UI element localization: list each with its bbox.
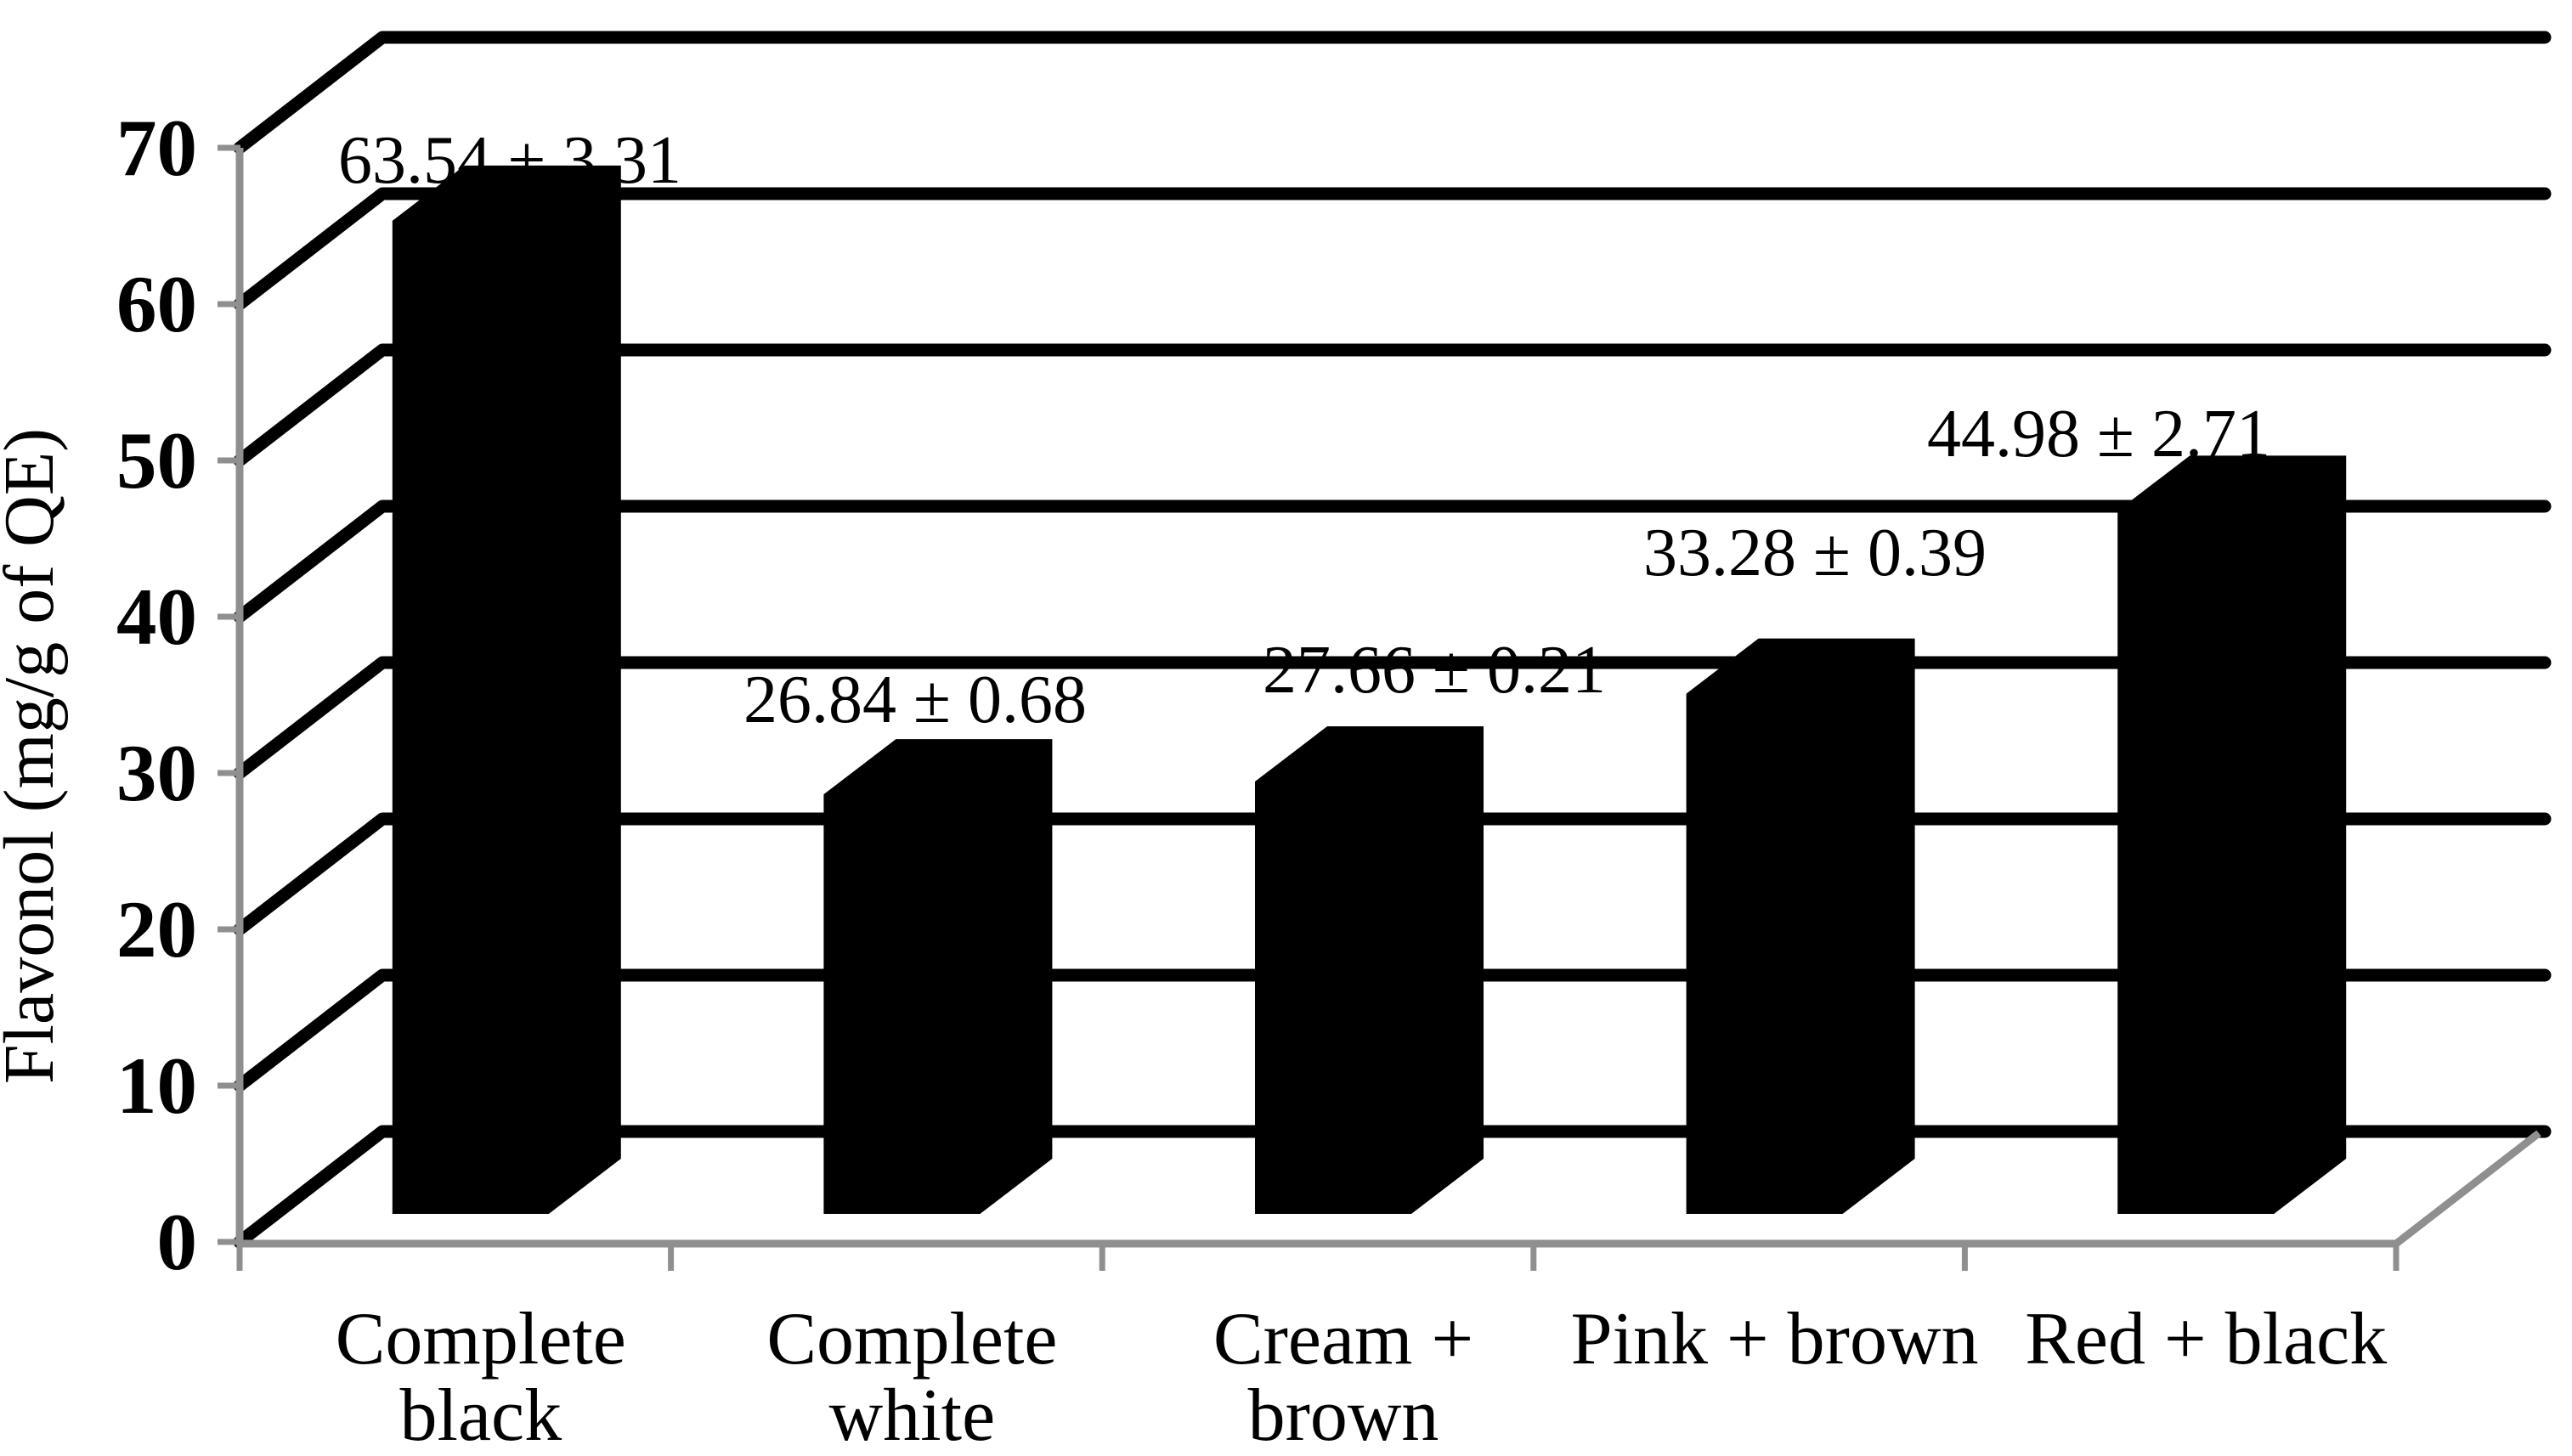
data-label-cream-brown: 27.66 ± 0.21 [1263,633,1606,708]
data-label-complete-black: 63.54 ± 3.31 [338,123,681,198]
category-label-complete-black-line1: Complete [336,1298,626,1380]
data-label-pink-brown: 33.28 ± 0.39 [1643,516,1987,590]
gridline-70 [233,31,2552,155]
y-tick-label-50: 50 [116,415,197,505]
category-label-complete-black-line2: black [400,1374,562,1456]
y-tick-label-0: 0 [157,1197,198,1287]
data-label-red-black: 44.98 ± 2.71 [1927,397,2270,471]
data-label-complete-white: 26.84 ± 0.68 [743,663,1087,737]
bar-cream-brown [1255,726,1484,1214]
category-label-complete-white-line2: white [829,1374,996,1456]
category-label-cream-brown-line1: Cream + [1213,1298,1473,1380]
y-tick-label-10: 10 [116,1041,197,1131]
y-tick-label-70: 70 [116,103,197,193]
gridline-40 [233,499,2552,624]
category-label-complete-white-line1: Complete [766,1298,1057,1380]
y-tick-label-20: 20 [116,884,197,974]
y-tick-label-30: 30 [116,728,197,818]
bar-pink-brown [1686,638,1915,1214]
y-tick-label-60: 60 [116,259,197,349]
gridline-60 [233,187,2552,311]
bar-complete-black [392,165,621,1214]
y-tick-label-40: 40 [116,572,197,662]
category-label-cream-brown-line2: brown [1248,1374,1439,1456]
y-axis-title: Flavonol (mg/g of QE) [0,428,69,1084]
bar-complete-white [823,739,1053,1214]
bar-red-black [2117,455,2347,1214]
category-label-pink-brown-line1: Pink + brown [1571,1298,1979,1380]
category-label-red-black-line1: Red + black [2025,1298,2387,1380]
gridline-50 [233,343,2552,467]
